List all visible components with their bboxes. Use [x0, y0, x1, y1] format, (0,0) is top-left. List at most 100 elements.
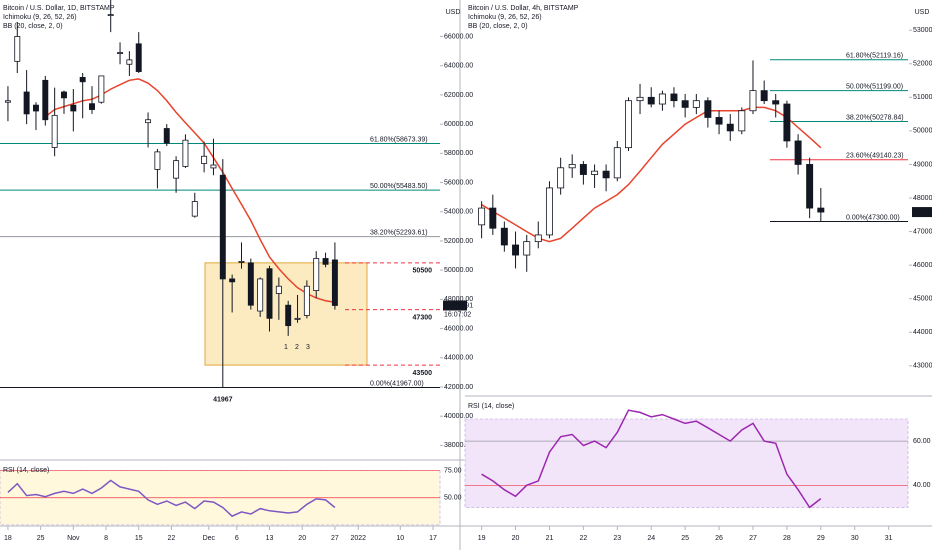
currency: USD — [915, 9, 930, 16]
fib-label: 50.00%(51199.00) — [846, 83, 903, 90]
candle-body — [715, 117, 723, 125]
candle-body — [266, 268, 273, 319]
candle-body — [303, 285, 310, 316]
candle-body — [201, 155, 208, 164]
candle-body — [512, 244, 520, 256]
candle-body — [500, 227, 508, 246]
x-tick-label: 22 — [579, 535, 587, 542]
candle-body — [219, 174, 226, 280]
candle-body — [126, 59, 133, 65]
candle-body — [89, 103, 95, 110]
candle-body — [794, 140, 802, 165]
candle-body — [23, 91, 30, 115]
y-tick-label: 48000.00 — [913, 195, 932, 202]
candle-body — [14, 36, 21, 62]
low-label: 41967 — [213, 396, 233, 403]
candle-body — [313, 258, 320, 292]
y-tick-label: 53000.00 — [913, 27, 932, 34]
candle-body — [489, 207, 497, 229]
candle-body — [579, 164, 587, 175]
y-tick-label: 50000.00 — [913, 128, 932, 135]
y-tick-label: 66000.00 — [444, 33, 473, 40]
candle-body — [117, 52, 124, 54]
x-tick-label: 21 — [546, 535, 554, 542]
candle-body — [636, 96, 644, 102]
candle-body — [135, 43, 142, 72]
candle-body — [704, 100, 712, 118]
last-price-tag — [443, 300, 467, 311]
y-tick-label: 58000.00 — [444, 150, 473, 157]
chart-title: Bitcoin / U.S. Dollar, 4h, BITSTAMP — [468, 5, 579, 12]
candle-body — [51, 114, 58, 148]
x-tick-label: Nov — [67, 535, 80, 542]
candle-body — [294, 317, 301, 320]
y-tick-label: 64000.00 — [444, 63, 473, 70]
fib-label: 38.20%(50278.84) — [846, 114, 904, 121]
rsi-tick-label: 75.00 — [444, 468, 462, 475]
rsi-band — [464, 418, 909, 508]
rsi-tick-label: 60.00 — [913, 438, 931, 445]
y-tick-label: 60000.00 — [444, 121, 473, 128]
y-tick-label: 46000.00 — [913, 262, 932, 269]
rsi-title: RSI (14, close) — [468, 403, 514, 410]
x-tick-label: 8 — [104, 535, 108, 542]
y-tick-label: 51000.00 — [913, 94, 932, 101]
candle-body — [658, 93, 666, 105]
candle-body — [154, 151, 161, 170]
x-tick-label: 31 — [885, 535, 893, 542]
x-tick-label: 25 — [681, 535, 689, 542]
candle-body — [523, 241, 531, 256]
candle-body — [726, 123, 734, 132]
x-tick-label: 18 — [4, 535, 12, 542]
x-tick-label: 13 — [266, 535, 274, 542]
last-price-tag — [912, 207, 932, 218]
candle-body — [783, 103, 791, 142]
y-tick-label: 42000.00 — [444, 384, 473, 391]
x-tick-label: 20 — [512, 535, 520, 542]
candle-body — [322, 258, 329, 265]
last-price: 47580.91 — [444, 302, 473, 309]
candle-body — [647, 96, 655, 105]
candle-body — [602, 170, 610, 179]
y-tick-label: 52000.00 — [913, 61, 932, 68]
wave-label: 2 — [295, 344, 299, 351]
y-tick-label: 44000.00 — [913, 329, 932, 336]
y-tick-label: 48000.00 — [444, 296, 473, 303]
candle-body — [692, 100, 700, 108]
x-tick-label: 28 — [783, 535, 791, 542]
candle-body — [817, 207, 825, 213]
candle-body — [173, 160, 180, 179]
candle-body — [670, 93, 678, 102]
x-tick-label: 6 — [235, 535, 239, 542]
moving-average — [44, 78, 336, 304]
x-tick-label: 23 — [613, 535, 621, 542]
x-tick-label: Dec — [203, 535, 216, 542]
candle-body — [32, 104, 39, 112]
candle-body — [229, 278, 236, 283]
indicator-label: BB (20, close, 2, 0) — [3, 23, 63, 30]
candle-body — [191, 201, 198, 217]
candle-body — [806, 164, 814, 209]
fib-label: 61.80%(52119.16) — [846, 53, 903, 60]
y-tick-label: 52000.00 — [444, 238, 473, 245]
x-tick-label: 27 — [749, 535, 757, 542]
x-tick-label: 2022 — [350, 535, 366, 542]
candle-body — [568, 164, 576, 169]
indicator-label: BB (20, close, 2, 0) — [468, 23, 528, 30]
x-tick-label: 24 — [647, 535, 655, 542]
candle-body — [478, 207, 486, 226]
candle-body — [163, 128, 170, 144]
fib-label: 0.00%(47300.00) — [846, 214, 900, 221]
x-tick-label: 27 — [331, 535, 339, 542]
candle-body — [738, 110, 746, 132]
fib-label: 61.80%(58673.39) — [370, 136, 428, 143]
rsi-line — [7, 479, 336, 518]
y-tick-label: 54000.00 — [444, 209, 473, 216]
wave-label: 3 — [306, 344, 310, 351]
y-tick-label: 50000.00 — [444, 267, 473, 274]
x-tick-label: 26 — [715, 535, 723, 542]
x-tick-label: 22 — [168, 535, 176, 542]
y-tick-label: 40000.00 — [444, 413, 473, 420]
candle-body — [534, 234, 542, 243]
y-tick-label: 45000.00 — [913, 296, 932, 303]
